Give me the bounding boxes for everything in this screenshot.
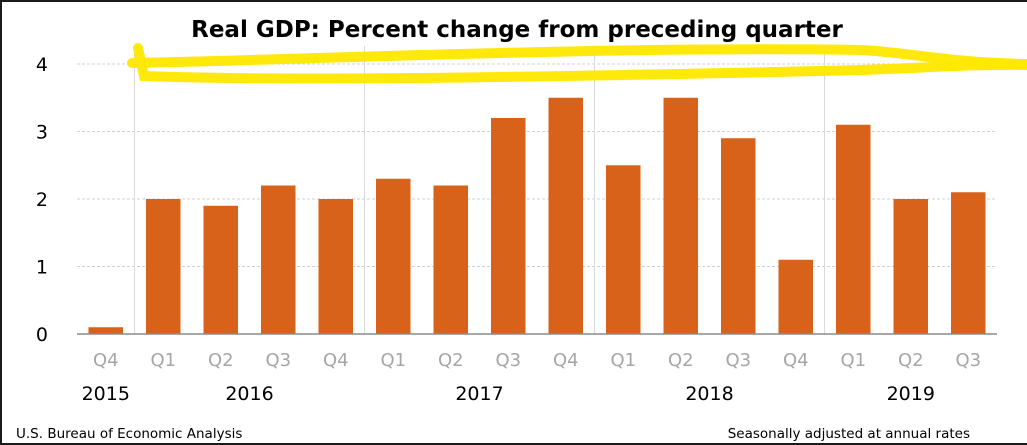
bar (951, 192, 986, 334)
bar (491, 118, 526, 334)
x-tick-label: Q3 (495, 350, 521, 371)
year-label: 2019 (887, 383, 935, 405)
x-tick-label: Q3 (265, 350, 291, 371)
bar (203, 205, 238, 334)
y-tick-label: 0 (36, 324, 48, 346)
bar (778, 259, 813, 334)
bar (318, 199, 353, 334)
x-tick-label: Q2 (898, 350, 924, 371)
bar (88, 327, 123, 334)
year-label: 2016 (225, 383, 273, 405)
bar (261, 185, 296, 334)
x-tick-label: Q4 (93, 350, 119, 371)
x-tick-label: Q2 (438, 350, 464, 371)
x-tick-label: Q1 (380, 350, 406, 371)
bar (548, 97, 583, 334)
highlight-stroke-upper (127, 44, 1027, 69)
x-axis-years: 2015 2016 2017 2018 2019 (82, 383, 935, 405)
x-tick-label: Q3 (955, 350, 981, 371)
x-tick-label: Q1 (610, 350, 636, 371)
y-axis: 0 1 2 3 4 (36, 54, 48, 346)
x-tick-label: Q4 (553, 350, 579, 371)
seasonal-note: Seasonally adjusted at annual rates (728, 426, 970, 442)
highlight-stroke-lower (133, 43, 1027, 84)
bar (606, 165, 641, 334)
x-tick-label: Q1 (840, 350, 866, 371)
bar (893, 199, 928, 334)
yellow-highlight-annotation (127, 43, 1027, 84)
y-tick-label: 3 (36, 122, 48, 144)
x-tick-label: Q2 (668, 350, 694, 371)
x-tick-label: Q3 (725, 350, 751, 371)
year-label: 2015 (82, 383, 130, 405)
bar (836, 124, 871, 334)
y-tick-label: 1 (36, 257, 48, 279)
x-tick-label: Q1 (150, 350, 176, 371)
bar (663, 97, 698, 334)
x-axis-quarters: Q4 Q1 Q2 Q3 Q4 Q1 Q2 Q3 Q4 Q1 Q2 Q3 Q4 Q1 Q2 Q3 (93, 350, 981, 371)
bar (376, 178, 411, 334)
x-tick-label: Q2 (208, 350, 234, 371)
bar (146, 199, 181, 334)
x-tick-label: Q4 (323, 350, 349, 371)
year-label: 2018 (685, 383, 733, 405)
chart-title: Real GDP: Percent change from preceding … (191, 17, 843, 43)
bars (77, 97, 997, 335)
source-note: U.S. Bureau of Economic Analysis (16, 426, 242, 442)
bar (433, 185, 468, 334)
y-tick-label: 2 (36, 189, 48, 211)
x-tick-label: Q4 (783, 350, 809, 371)
y-tick-label: 4 (36, 54, 48, 76)
bar (721, 138, 756, 334)
year-label: 2017 (455, 383, 503, 405)
